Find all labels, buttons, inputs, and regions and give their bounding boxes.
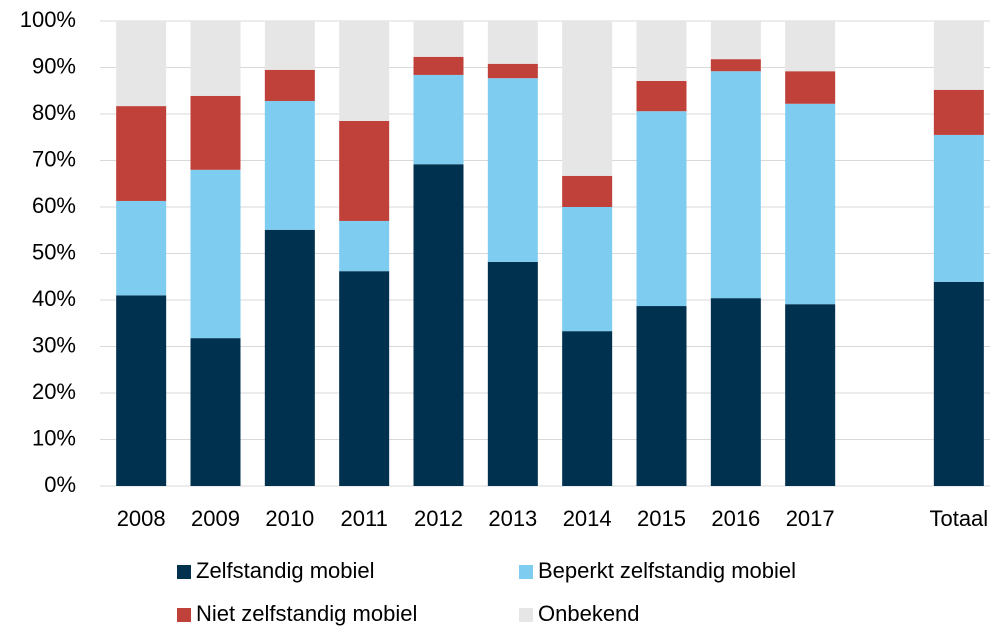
- bar-segment: [413, 21, 464, 57]
- bar-segment: [116, 200, 167, 296]
- bar-segment: [413, 74, 464, 165]
- bar-segment: [190, 338, 241, 486]
- bar-segment: [562, 331, 613, 486]
- legend-label: Onbekend: [538, 601, 640, 626]
- bar-segment: [116, 106, 167, 201]
- bar-segment: [933, 89, 984, 135]
- bar-segment: [785, 304, 836, 486]
- x-tick-label: 2012: [414, 506, 463, 531]
- bar-segment: [116, 295, 167, 486]
- y-tick-label: 50%: [32, 239, 76, 264]
- x-tick-label: 2010: [265, 506, 314, 531]
- bar-segment: [487, 21, 538, 64]
- bar-segment: [636, 80, 687, 112]
- bar-segment: [636, 111, 687, 307]
- bar-segment: [487, 261, 538, 486]
- bar-segment: [562, 207, 613, 332]
- x-tick-label: 2011: [341, 506, 388, 531]
- bar-segment: [710, 21, 761, 60]
- bar-segment: [339, 220, 390, 272]
- bar-segment: [339, 21, 390, 121]
- bar-segment: [933, 281, 984, 486]
- y-tick-label: 80%: [32, 100, 76, 125]
- x-tick-label: 2016: [711, 506, 760, 531]
- bar-segment: [413, 56, 464, 75]
- bar-segment: [264, 21, 315, 70]
- bar-segment: [264, 100, 315, 230]
- bar-segment: [636, 21, 687, 81]
- bar-segment: [487, 78, 538, 262]
- x-tick-label: 2008: [117, 506, 166, 531]
- y-tick-label: 30%: [32, 332, 76, 357]
- y-tick-label: 10%: [32, 425, 76, 450]
- bar-segment: [562, 21, 613, 176]
- bar-segment: [339, 271, 390, 486]
- bar-segment: [933, 21, 984, 90]
- bar-segment: [190, 95, 241, 170]
- y-tick-label: 40%: [32, 286, 76, 311]
- bar-segment: [487, 63, 538, 79]
- x-tick-label: 2017: [786, 506, 835, 531]
- bar-segment: [710, 71, 761, 299]
- bar-segment: [785, 21, 836, 72]
- bar-segment: [339, 120, 390, 221]
- bar-segment: [413, 164, 464, 486]
- x-tick-label: 2009: [191, 506, 240, 531]
- bar-segment: [636, 306, 687, 486]
- legend-swatch: [519, 608, 533, 622]
- bar-segment: [785, 71, 836, 104]
- bar-segment: [933, 134, 984, 282]
- bar-segment: [264, 229, 315, 486]
- bar-segment: [785, 103, 836, 305]
- bar-segment: [710, 59, 761, 72]
- legend-swatch: [519, 565, 533, 579]
- bar-segment: [710, 298, 761, 486]
- y-tick-label: 100%: [20, 7, 76, 32]
- y-tick-label: 90%: [32, 53, 76, 78]
- x-tick-label: 2015: [637, 506, 686, 531]
- y-tick-label: 60%: [32, 193, 76, 218]
- bar-segment: [264, 69, 315, 101]
- bar-segment: [190, 169, 241, 339]
- bar-segment: [116, 21, 167, 107]
- legend-label: Zelfstandig mobiel: [196, 558, 375, 583]
- y-tick-label: 20%: [32, 379, 76, 404]
- x-tick-label: 2014: [563, 506, 612, 531]
- legend-label: Niet zelfstandig mobiel: [196, 601, 417, 626]
- bar-segment: [190, 21, 241, 96]
- bar-segment: [562, 175, 613, 207]
- x-tick-label: 2013: [488, 506, 537, 531]
- y-tick-label: 0%: [44, 472, 76, 497]
- legend-swatch: [177, 565, 191, 579]
- x-tick-label: Totaal: [929, 506, 988, 531]
- legend-label: Beperkt zelfstandig mobiel: [538, 558, 796, 583]
- y-tick-label: 70%: [32, 146, 76, 171]
- legend-swatch: [177, 608, 191, 622]
